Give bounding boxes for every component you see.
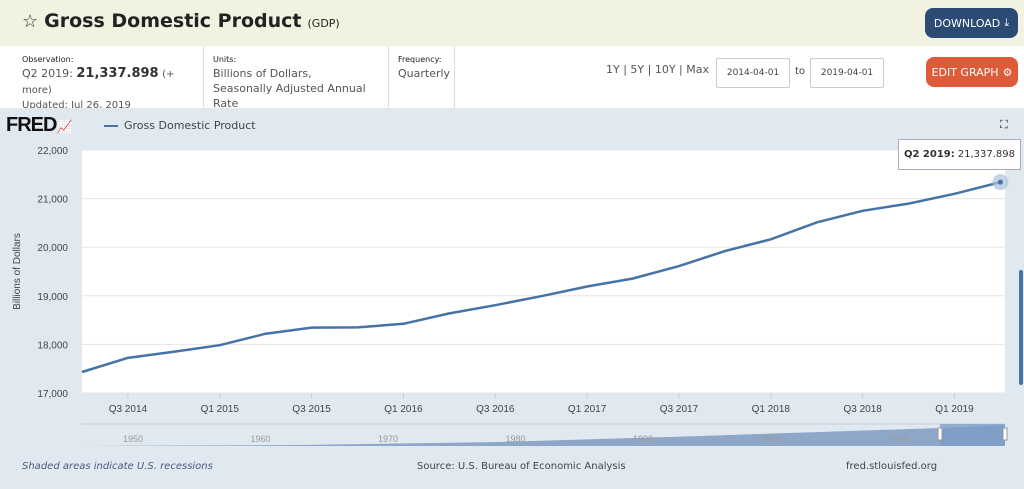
to-label: to <box>795 66 806 77</box>
x-tick-label: Q3 2014 <box>109 404 148 415</box>
navigator-year-label: 2000 <box>760 434 780 444</box>
fullscreen-icon[interactable]: ⛶ <box>1000 118 1008 131</box>
x-tick-label: Q1 2015 <box>201 404 240 415</box>
frequency-value: Quarterly <box>398 67 451 80</box>
frequency-label: Frequency: <box>398 55 442 64</box>
x-tick-label: Q3 2018 <box>843 404 882 415</box>
plot-background <box>82 150 1005 393</box>
navigator-area <box>82 425 1005 446</box>
navigator-handle-left <box>937 427 943 441</box>
range-10y[interactable]: 10Y <box>654 63 676 76</box>
navigator-selection <box>940 424 1005 446</box>
navigator-year-label: 1990 <box>633 434 653 444</box>
download-icon: ⤓ <box>1004 16 1010 29</box>
download-button[interactable]: DOWNLOAD ⤓ <box>925 8 1018 38</box>
tooltip-value: 21,337.898 <box>957 149 1016 160</box>
x-tick-label: Q3 2017 <box>660 404 699 415</box>
legend-label: Gross Domestic Product <box>124 119 256 132</box>
navigator-year-label: 1950 <box>123 434 143 444</box>
y-tick-label: 22,000 <box>37 146 68 157</box>
page-title: ☆ Gross Domestic Product (GDP) <box>22 10 340 32</box>
edit-graph-button[interactable]: EDIT GRAPH ⚙ <box>926 57 1018 87</box>
star-icon[interactable]: ☆ <box>22 11 39 32</box>
y-tick-label: 20,000 <box>37 243 68 254</box>
units-line1: Billions of Dollars, <box>213 67 312 80</box>
x-tick-label: Q3 2016 <box>476 404 515 415</box>
recession-note: Shaded areas indicate U.S. recessions <box>22 461 213 472</box>
navigator-year-label: 1970 <box>378 434 398 444</box>
end-date-input[interactable]: 2019-04-01 <box>810 58 884 88</box>
observation-label: Observation: <box>22 55 74 64</box>
legend: Gross Domestic Product <box>104 119 256 132</box>
gdp-series-line <box>81 180 1001 374</box>
site-link[interactable]: fred.stlouisfed.org <box>846 461 938 472</box>
y-axis-label: Billions of Dollars <box>12 233 23 310</box>
header: ☆ Gross Domestic Product (GDP) DOWNLOAD ⤓ <box>0 0 1024 46</box>
x-tick-label: Q1 2018 <box>752 404 791 415</box>
x-tick-label: Q1 2019 <box>935 404 974 415</box>
start-date-input[interactable]: 2014-04-01 <box>716 58 790 88</box>
scrollbar[interactable] <box>1019 270 1023 385</box>
y-tick-label: 17,000 <box>37 389 68 400</box>
updated-date: Updated: Jul 26, 2019 <box>22 100 131 111</box>
range-selector: 1Y | 5Y | 10Y | Max <box>606 63 710 76</box>
range-5y[interactable]: 5Y <box>630 63 645 76</box>
observation-value: 21,337.898 <box>76 66 159 81</box>
y-tick-label: 18,000 <box>37 340 68 351</box>
range-max[interactable]: Max <box>686 63 710 76</box>
fred-chart-icon: 📈 <box>56 119 72 134</box>
navigator-year-label: 2010 <box>888 434 908 444</box>
navigator-year-label: 1960 <box>250 434 270 444</box>
range-1y[interactable]: 1Y <box>606 63 620 76</box>
units-panel: Units: Billions of Dollars, Seasonally A… <box>213 46 389 110</box>
observation-period: Q2 2019: <box>22 67 73 80</box>
x-tick-label: Q1 2016 <box>384 404 423 415</box>
more-link[interactable]: (+ more) <box>22 69 175 96</box>
fred-logo: FRED📈 <box>6 114 73 137</box>
units-label: Units: <box>213 55 237 64</box>
units-line2: Seasonally Adjusted Annual Rate <box>213 82 366 110</box>
navigator-year-label: 1980 <box>505 434 525 444</box>
x-tick-label: Q1 2017 <box>568 404 607 415</box>
fred-logo-text: FRED <box>6 114 57 136</box>
download-label: DOWNLOAD <box>933 16 1001 30</box>
tooltip-period: Q2 2019: <box>903 149 955 160</box>
x-tick-label: Q3 2015 <box>292 404 331 415</box>
gear-icon: ⚙ <box>1002 65 1013 79</box>
navigator-handle-right <box>1002 427 1008 441</box>
frequency-panel: Frequency: Quarterly <box>398 46 455 108</box>
y-tick-label: 21,000 <box>37 195 68 206</box>
edit-graph-label: EDIT GRAPH <box>931 65 999 79</box>
highlight-point <box>997 179 1003 185</box>
source-note: Source: U.S. Bureau of Economic Analysis <box>417 461 626 472</box>
y-tick-label: 19,000 <box>37 292 68 303</box>
series-code: (GDP) <box>307 17 340 30</box>
observation-panel: Observation: Q2 2019: 21,337.898 (+ more… <box>22 46 204 111</box>
title-text: Gross Domestic Product <box>44 10 302 32</box>
tooltip: Q2 2019: 21,337.898 <box>898 139 1021 170</box>
legend-line <box>104 124 118 127</box>
